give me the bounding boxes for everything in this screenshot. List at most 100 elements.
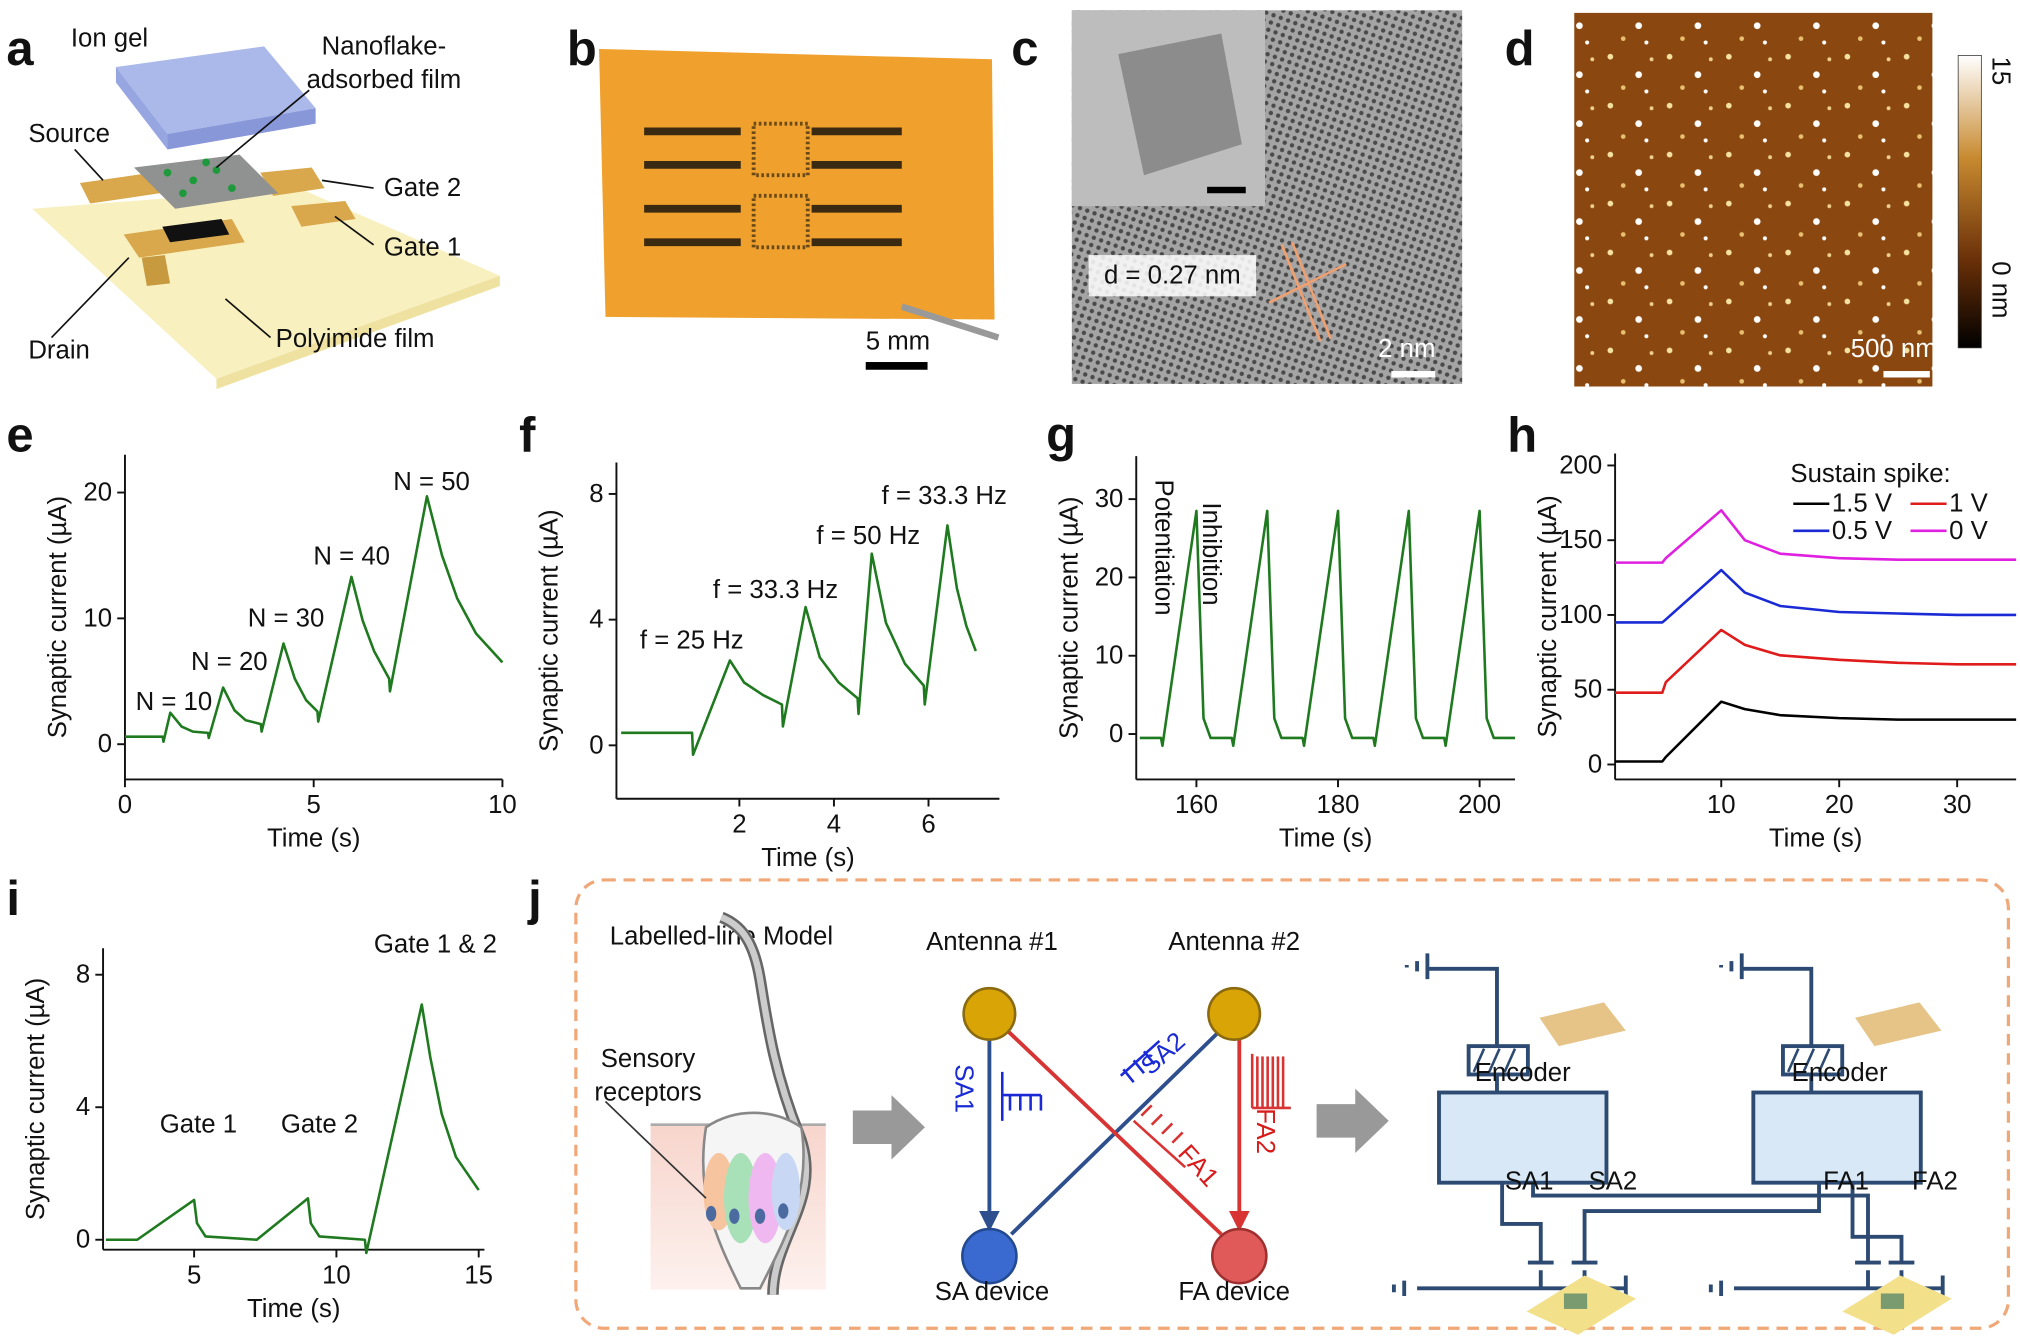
legend-label: 1.5 V	[1832, 490, 1893, 518]
legend-label: 0 V	[1949, 517, 1988, 545]
y-tick-label: 20	[83, 479, 112, 507]
device-photo: 5 mm	[599, 48, 1000, 370]
x-tick-label: 10	[488, 791, 517, 819]
x-axis-label: Time (s)	[761, 844, 854, 872]
x-tick-label: 30	[1943, 791, 1972, 819]
y-axis-label: Synaptic current (µA)	[44, 496, 72, 738]
label-substrate: Polyimide film	[276, 325, 435, 353]
data-line	[1615, 628, 2017, 695]
panel-letter: e	[6, 408, 33, 462]
labelled-line-diagram: Labelled-line Model Sensory receptors An…	[574, 878, 2011, 1335]
channel-label: FA1	[1172, 1140, 1223, 1193]
panel-letter: h	[1507, 408, 1537, 462]
x-tick-label: 20	[1825, 791, 1854, 819]
legend-label: 1 V	[1949, 490, 1988, 518]
output-label: SA1	[1505, 1167, 1554, 1195]
legend-title: Sustain spike:	[1790, 460, 1950, 488]
y-tick-label: 10	[1095, 642, 1124, 670]
annotation: N = 10	[136, 688, 213, 716]
panel-letter: d	[1505, 22, 1535, 76]
label-ion-gel: Ion gel	[71, 25, 148, 53]
x-axis-label: Time (s)	[1769, 825, 1862, 853]
x-tick-label: 15	[464, 1261, 493, 1289]
x-tick-label: 10	[1707, 791, 1736, 819]
panel-letters: a b c d e f g h i j	[6, 22, 1537, 926]
annotation: f = 33.3 Hz	[713, 576, 838, 604]
annotation: Gate 2	[281, 1111, 358, 1139]
channel-label: SA1	[950, 1064, 978, 1113]
x-axis-label: Time (s)	[247, 1295, 340, 1323]
receptor-label: Sensory	[601, 1045, 696, 1073]
receptor-label: receptors	[594, 1079, 701, 1107]
label-film: adsorbed film	[307, 66, 462, 94]
antenna-label: Antenna #2	[1168, 928, 1300, 956]
spacing-label: d = 0.27 nm	[1104, 262, 1241, 290]
encoder-label: Encoder	[1475, 1059, 1571, 1087]
model-title: Labelled-line Model	[610, 923, 833, 951]
annotation: Inhibition	[1197, 502, 1225, 605]
device-schematic: Ion gel Nanoflake- adsorbed film Source …	[28, 25, 500, 390]
x-tick-label: 160	[1175, 791, 1218, 819]
device-label: FA device	[1178, 1278, 1290, 1306]
annotation: N = 20	[191, 648, 268, 676]
scale-bar-label: 5 mm	[866, 327, 930, 355]
x-tick-label: 2	[732, 811, 746, 839]
panel-letter: j	[527, 872, 542, 926]
x-tick-label: 5	[187, 1261, 201, 1289]
y-tick-label: 4	[589, 606, 603, 634]
x-axis-label: Time (s)	[267, 825, 360, 853]
y-tick-label: 0	[589, 731, 603, 759]
x-tick-label: 4	[827, 811, 841, 839]
y-axis-label: Synaptic current (µA)	[535, 509, 563, 751]
label-source: Source	[28, 120, 110, 148]
label-film: Nanoflake-	[322, 32, 447, 60]
annotation: f = 25 Hz	[640, 626, 744, 654]
y-tick-label: 8	[589, 480, 603, 508]
annotation: Gate 1	[160, 1111, 237, 1139]
panel-letter: f	[519, 408, 536, 462]
x-tick-label: 6	[921, 811, 935, 839]
x-tick-label: 10	[322, 1261, 351, 1289]
annotation: f = 33.3 Hz	[882, 482, 1007, 510]
y-axis-label: Synaptic current (µA)	[1055, 497, 1083, 739]
data-line	[105, 1003, 480, 1255]
label-gate-1: Gate 1	[384, 233, 461, 261]
label-drain: Drain	[28, 336, 90, 364]
x-tick-label: 200	[1458, 791, 1501, 819]
panel-letter: a	[6, 22, 34, 76]
annotation: f = 50 Hz	[816, 522, 920, 550]
y-tick-label: 20	[1095, 563, 1124, 591]
y-tick-label: 50	[1574, 676, 1603, 704]
colorbar-min: 0 nm	[1987, 261, 2015, 318]
data-line	[124, 495, 504, 743]
annotation: N = 30	[248, 604, 325, 632]
scale-bar-label: 500 nm	[1851, 335, 1937, 363]
y-tick-label: 0	[76, 1226, 90, 1254]
device-label: SA device	[935, 1278, 1050, 1306]
y-tick-label: 200	[1559, 451, 1602, 479]
encoder-label: Encoder	[1792, 1059, 1888, 1087]
data-line	[1139, 509, 1515, 748]
data-line	[1615, 700, 2017, 763]
y-tick-label: 0	[98, 730, 112, 758]
output-label: FA2	[1912, 1167, 1958, 1195]
y-tick-label: 100	[1559, 601, 1602, 629]
x-tick-label: 5	[307, 791, 321, 819]
y-tick-label: 30	[1095, 485, 1124, 513]
y-tick-label: 10	[83, 604, 112, 632]
y-tick-label: 0	[1588, 750, 1602, 778]
y-axis-label: Synaptic current (µA)	[1534, 495, 1562, 737]
y-axis-label: Synaptic current (µA)	[22, 978, 50, 1220]
panel-letter: g	[1046, 408, 1076, 462]
y-tick-label: 0	[1109, 720, 1123, 748]
y-tick-label: 8	[76, 961, 90, 989]
tem-image: d = 0.27 nm 2 nm	[1071, 10, 1463, 384]
label-gate-2: Gate 2	[384, 174, 461, 202]
antenna-label: Antenna #1	[926, 928, 1058, 956]
afm-image: 15 0 nm 500 nm	[1574, 12, 2015, 387]
y-tick-label: 4	[76, 1093, 90, 1121]
x-axis-label: Time (s)	[1279, 825, 1372, 853]
annotation: N = 40	[313, 543, 390, 571]
